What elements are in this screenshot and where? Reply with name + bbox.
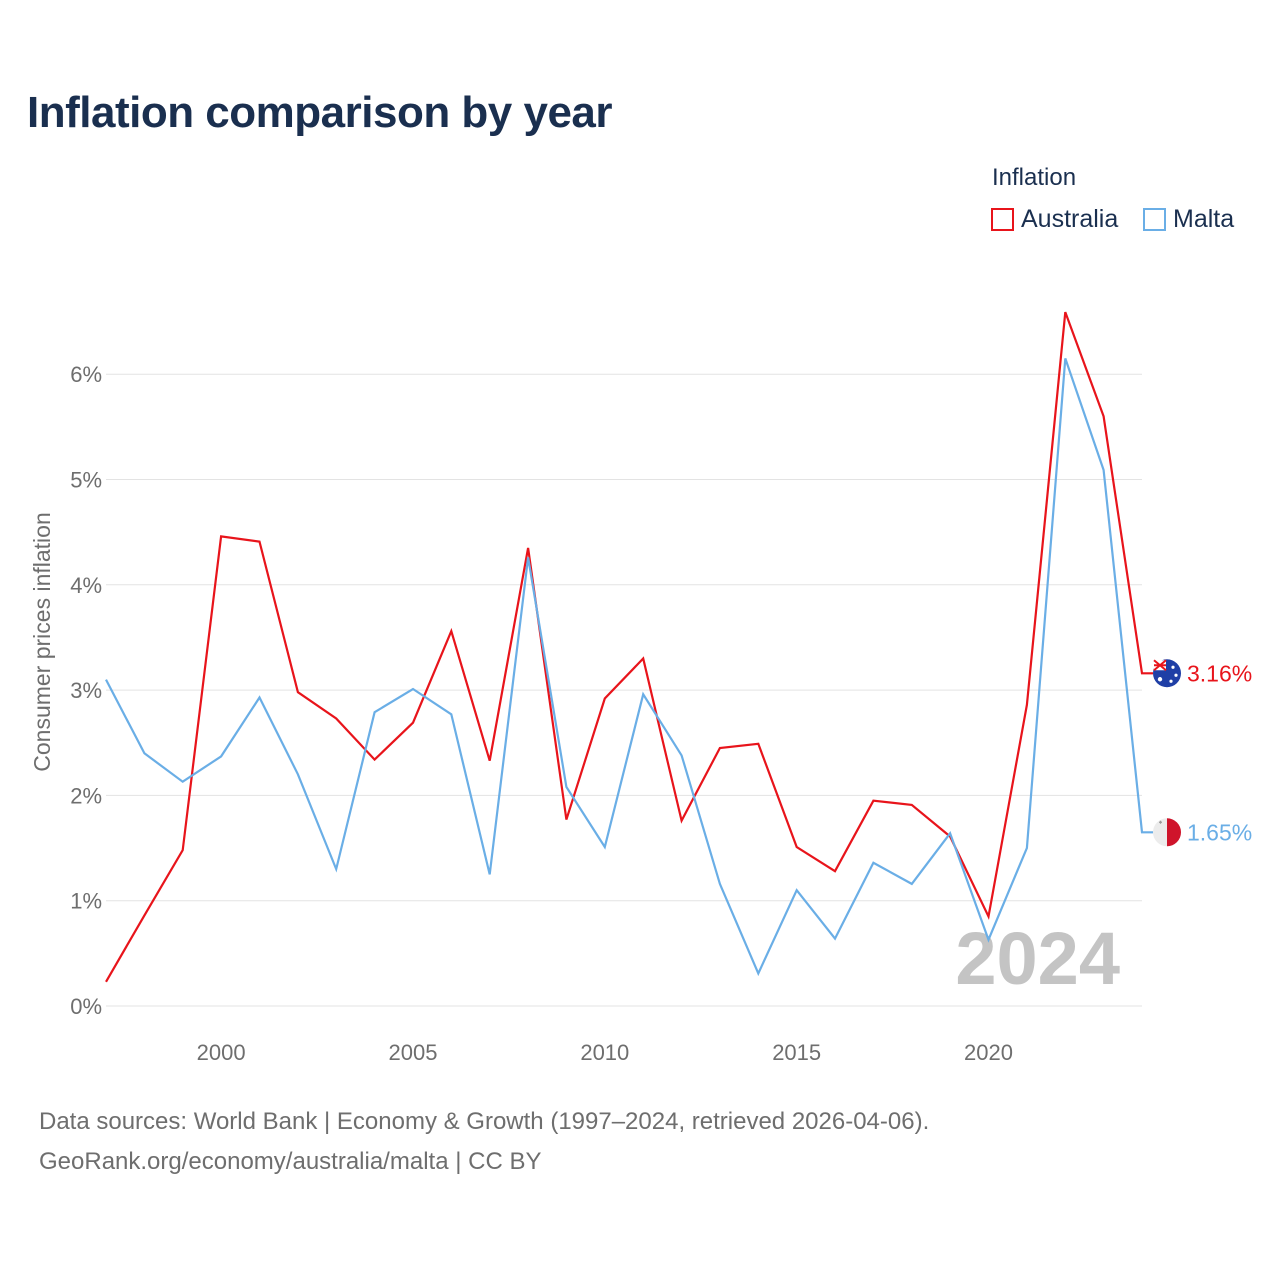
malta-flag-icon <box>1153 818 1181 847</box>
x-tick-label: 2000 <box>197 1040 246 1065</box>
series-line-australia[interactable] <box>105 311 1153 983</box>
legend-title: Inflation <box>992 164 1077 191</box>
source-text: Data sources: World Bank | Economy & Gro… <box>39 1108 930 1135</box>
legend-swatch-australia <box>991 208 1014 231</box>
y-tick-label: 1% <box>70 889 102 914</box>
chart-title: Inflation comparison by year <box>27 88 613 137</box>
legend-label-australia: Australia <box>1021 205 1119 233</box>
x-tick-label: 2015 <box>772 1040 821 1065</box>
y-axis-label: Consumer prices inflation <box>29 512 55 772</box>
y-tick-label: 4% <box>70 573 102 598</box>
legend-item-australia[interactable]: Australia <box>991 205 1118 234</box>
y-tick-label: 0% <box>70 994 102 1019</box>
y-tick-labels: 0% 1% 2% 3% 4% 5% 6% <box>70 362 102 1019</box>
x-tick-label: 2005 <box>388 1040 437 1065</box>
x-tick-label: 2010 <box>580 1040 629 1065</box>
series-line-malta[interactable] <box>105 358 1153 977</box>
y-tick-label: 5% <box>70 468 102 493</box>
y-tick-label: 6% <box>70 362 102 387</box>
legend-swatch-malta <box>1143 208 1166 231</box>
y-tick-label: 2% <box>70 783 102 808</box>
australia-flag-icon <box>1153 659 1181 688</box>
end-value-label-australia: 3.16% <box>1187 660 1252 686</box>
y-tick-label: 3% <box>70 678 102 703</box>
x-tick-labels: 2000 2005 2010 2015 2020 <box>197 1040 1013 1065</box>
legend-label-malta: Malta <box>1173 205 1235 233</box>
source-link[interactable]: GeoRank.org/economy/australia/malta | CC… <box>39 1148 542 1175</box>
year-watermark: 2024 <box>955 917 1120 1000</box>
legend-item-malta[interactable]: Malta <box>1143 205 1234 234</box>
x-tick-label: 2020 <box>964 1040 1013 1065</box>
grid-lines <box>106 373 1142 1007</box>
line-chart: 0% 1% 2% 3% 4% 5% 6% 2000 2005 2010 2015 2020 2024… <box>29 311 1252 1065</box>
end-value-label-malta: 1.65% <box>1187 819 1252 845</box>
